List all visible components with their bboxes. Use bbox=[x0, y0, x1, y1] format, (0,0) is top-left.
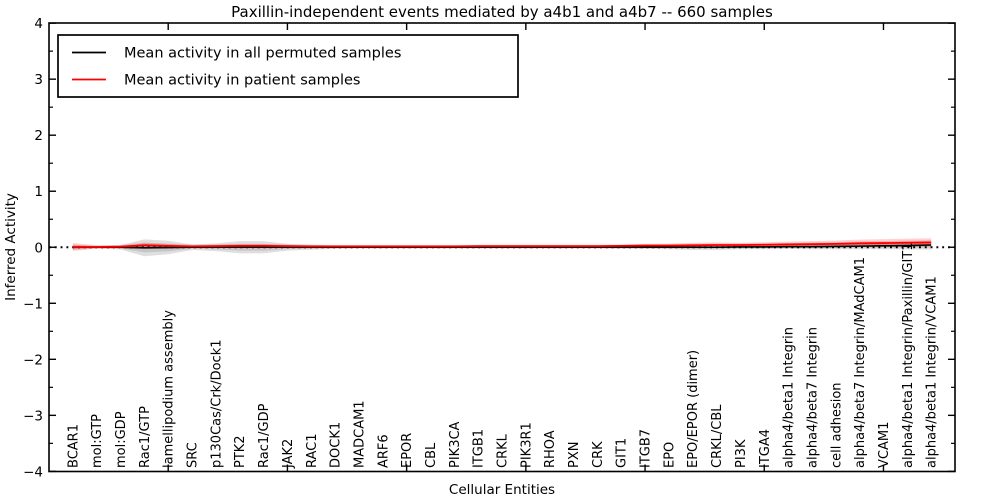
y-tick-label: 1 bbox=[34, 184, 43, 200]
legend-label-permuted: Mean activity in all permuted samples bbox=[124, 46, 401, 62]
y-tick-label: 0 bbox=[34, 240, 43, 256]
x-tick-label: CRK bbox=[591, 441, 606, 468]
y-tick-label: 3 bbox=[34, 72, 43, 88]
x-tick-label: GIT1 bbox=[615, 438, 630, 468]
x-tick-label: CRKL bbox=[496, 433, 511, 468]
x-tick-label: CBL bbox=[424, 442, 439, 468]
x-tick-label: ITGA4 bbox=[758, 429, 773, 468]
x-tick-label: PI3K bbox=[734, 439, 749, 468]
x-tick-label: EPO bbox=[662, 442, 677, 468]
x-axis-label: Cellular Entities bbox=[449, 482, 555, 498]
x-tick-label: alpha4/beta7 Integrin/MAdCAM1 bbox=[853, 257, 868, 468]
x-tick-label: lamellipodium assembly bbox=[162, 310, 177, 468]
permuted-mean-line bbox=[72, 244, 932, 249]
x-tick-label: BCAR1 bbox=[66, 424, 81, 468]
x-tick-label: PIK3CA bbox=[448, 421, 463, 468]
x-tick-label: RHOA bbox=[543, 430, 558, 468]
x-tick-label: ARF6 bbox=[376, 434, 391, 468]
y-tick-label: −4 bbox=[23, 464, 43, 480]
x-tick-label: alpha4/beta1 Integrin/Paxillin/GIT1 bbox=[901, 242, 916, 468]
x-tick-label: p130Cas/Crk/Dock1 bbox=[209, 339, 224, 468]
x-tick-label: mol:GTP bbox=[90, 414, 105, 468]
x-tick-label: PTK2 bbox=[233, 435, 248, 468]
y-tick-label: −1 bbox=[23, 296, 43, 312]
x-tick-label: mol:GDP bbox=[114, 411, 129, 468]
x-tick-label: EPOR bbox=[400, 433, 415, 468]
legend-label-patient: Mean activity in patient samples bbox=[124, 73, 360, 89]
x-tick-label: DOCK1 bbox=[329, 422, 344, 468]
x-tick-label: alpha4/beta7 Integrin bbox=[805, 327, 820, 468]
x-tick-label: ITGB1 bbox=[472, 429, 487, 468]
x-tick-label: PXN bbox=[567, 442, 582, 468]
plot-border bbox=[48, 22, 956, 473]
x-tick-label: alpha4/beta1 Integrin/VCAM1 bbox=[925, 276, 940, 468]
x-tick-label: ITGB7 bbox=[639, 429, 654, 468]
y-tick-label: −3 bbox=[23, 408, 43, 424]
y-tick-label: −2 bbox=[23, 352, 43, 368]
legend: Mean activity in all permuted samples Me… bbox=[57, 34, 519, 98]
x-tick-label: RAC1 bbox=[305, 433, 320, 468]
x-tick-label: Rac1/GDP bbox=[257, 403, 272, 468]
x-tick-label: EPO/EPOR (dimer) bbox=[686, 350, 701, 468]
x-tick-label: Rac1/GTP bbox=[138, 406, 153, 468]
chart-title: Paxillin-independent events mediated by … bbox=[231, 3, 773, 21]
x-tick-label: CRKL/CBL bbox=[710, 404, 725, 468]
chart-layer: 4 3 2 1 0 −1 −2 −3 −4 BCAR1 mol:GTP mol:GDP Rac1/GTP… bbox=[23, 16, 955, 480]
x-tick-label: cell adhesion bbox=[829, 382, 844, 468]
x-tick-label: VCAM1 bbox=[877, 422, 892, 468]
y-tick-label: 4 bbox=[34, 16, 43, 32]
y-axis-label: Inferred Activity bbox=[3, 193, 19, 301]
x-tick-label: JAK2 bbox=[281, 439, 296, 469]
patient-mean-line bbox=[72, 241, 932, 248]
x-tick-label: SRC bbox=[186, 442, 201, 468]
x-tick-label: PIK3R1 bbox=[519, 422, 534, 468]
x-tick-label: alpha4/beta1 Integrin bbox=[782, 327, 797, 468]
y-tick-label: 2 bbox=[34, 128, 43, 144]
legend-box bbox=[57, 34, 519, 98]
x-tick-label: MADCAM1 bbox=[352, 400, 367, 468]
